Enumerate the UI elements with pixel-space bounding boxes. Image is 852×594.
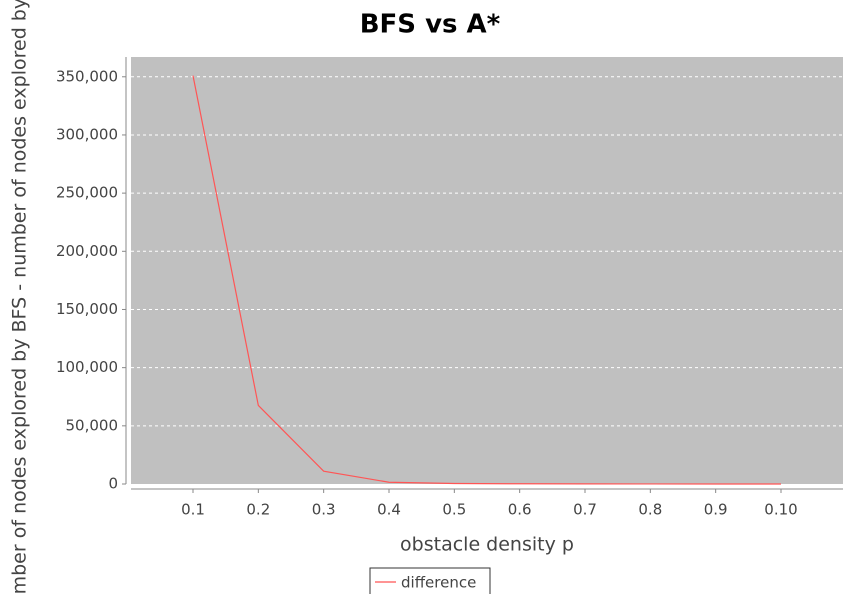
y-tick-label: 250,000 bbox=[56, 184, 118, 202]
y-tick-label: 0 bbox=[108, 475, 118, 493]
legend-box bbox=[369, 567, 491, 594]
legend-label: difference bbox=[401, 574, 476, 592]
x-tick-label: 0.2 bbox=[246, 501, 270, 519]
x-tick-label: 0.9 bbox=[704, 501, 728, 519]
y-tick-label: 150,000 bbox=[56, 300, 118, 318]
x-tick-label: 0.6 bbox=[508, 501, 532, 519]
plot-area bbox=[131, 57, 843, 484]
x-axis-label: obstacle density p bbox=[400, 534, 574, 556]
x-tick-label: 0.5 bbox=[442, 501, 466, 519]
x-tick-label: 0.8 bbox=[638, 501, 662, 519]
data-line bbox=[192, 75, 782, 485]
chart-title: BFS vs A* bbox=[360, 10, 501, 40]
x-tick-label: 0.7 bbox=[573, 501, 597, 519]
legend: difference bbox=[369, 567, 491, 594]
x-tick-label: 0.3 bbox=[312, 501, 336, 519]
y-tick-label: 50,000 bbox=[66, 416, 119, 434]
x-tick-label: 0.4 bbox=[377, 501, 401, 519]
y-axis-label: Number of nodes explored by BFS - number… bbox=[9, 0, 31, 594]
y-tick-label: 350,000 bbox=[56, 67, 118, 85]
y-tick-label: 200,000 bbox=[56, 242, 118, 260]
y-tick-label: 300,000 bbox=[56, 125, 118, 143]
x-tick-label: 0.1 bbox=[181, 501, 205, 519]
x-tick-label: 0.10 bbox=[764, 501, 797, 519]
y-tick-label: 100,000 bbox=[56, 358, 118, 376]
